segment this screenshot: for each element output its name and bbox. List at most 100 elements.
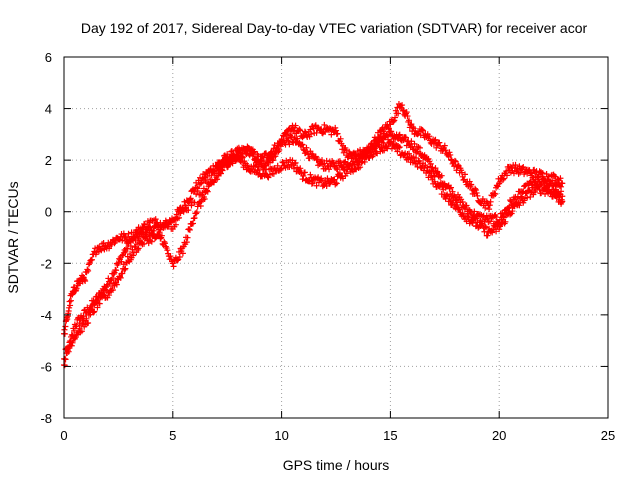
data-point xyxy=(88,256,95,263)
y-tick-label: 6 xyxy=(45,50,52,65)
data-point xyxy=(447,151,454,158)
data-point xyxy=(203,173,210,180)
data-point xyxy=(527,193,534,200)
data-point xyxy=(396,131,403,138)
data-point xyxy=(141,240,148,247)
data-point xyxy=(174,257,181,264)
data-point xyxy=(509,208,516,215)
data-point xyxy=(441,142,448,149)
data-point xyxy=(274,142,281,149)
data-point xyxy=(486,206,493,213)
data-point xyxy=(419,126,426,133)
data-point xyxy=(148,238,155,245)
data-point xyxy=(250,149,257,156)
data-point xyxy=(125,230,132,237)
data-point xyxy=(62,323,69,330)
data-point xyxy=(150,227,157,234)
data-point xyxy=(547,190,554,197)
data-point xyxy=(323,157,330,164)
data-point xyxy=(300,173,307,180)
data-point xyxy=(228,159,235,166)
data-point xyxy=(550,183,557,190)
data-point xyxy=(432,165,439,172)
data-point xyxy=(331,176,338,183)
data-point xyxy=(404,113,411,120)
data-point xyxy=(188,202,195,209)
data-point xyxy=(80,274,87,281)
data-point xyxy=(426,133,433,140)
data-point xyxy=(287,130,294,137)
x-tick-label: 5 xyxy=(169,428,176,443)
data-point xyxy=(449,188,456,195)
data-point xyxy=(279,140,286,147)
data-point xyxy=(385,125,392,132)
data-point xyxy=(342,158,349,165)
data-point xyxy=(373,138,380,145)
x-axis-title: GPS time / hours xyxy=(283,457,390,473)
data-point xyxy=(123,234,130,241)
data-point xyxy=(183,239,190,246)
data-point xyxy=(124,245,131,252)
data-point xyxy=(152,216,159,223)
data-point xyxy=(430,173,437,180)
data-point xyxy=(197,180,204,187)
data-point xyxy=(73,322,80,329)
y-tick-label: -2 xyxy=(40,256,52,271)
data-point xyxy=(303,144,310,151)
data-point xyxy=(135,245,142,252)
data-point xyxy=(193,184,200,191)
data-point xyxy=(130,252,137,259)
data-point xyxy=(462,171,469,178)
data-point xyxy=(450,197,457,204)
data-point xyxy=(436,139,443,146)
data-point xyxy=(519,164,526,171)
data-point xyxy=(127,242,134,249)
data-point xyxy=(423,164,430,171)
data-point xyxy=(283,131,290,138)
data-point xyxy=(111,240,118,247)
data-point xyxy=(486,218,493,225)
data-point xyxy=(187,195,194,202)
x-tick-label: 20 xyxy=(492,428,506,443)
data-point xyxy=(300,146,307,153)
data-point xyxy=(406,150,413,157)
data-point xyxy=(346,162,353,169)
data-point xyxy=(496,226,503,233)
data-point xyxy=(292,159,299,166)
data-point xyxy=(162,240,169,247)
data-point xyxy=(408,138,415,145)
data-point xyxy=(399,107,406,114)
x-tick-label: 15 xyxy=(383,428,397,443)
data-point xyxy=(500,175,507,182)
data-point xyxy=(394,148,401,155)
data-point xyxy=(406,117,413,124)
data-point xyxy=(263,150,270,157)
tick-layer: 0 5 10 15 20 25 -8 -6 -4 -2 0 2 4 6 xyxy=(40,50,615,443)
data-point xyxy=(400,107,407,114)
data-point xyxy=(539,170,546,177)
data-point xyxy=(297,165,304,172)
data-point xyxy=(186,226,193,233)
data-point xyxy=(505,205,512,212)
data-point xyxy=(180,208,187,215)
data-series xyxy=(61,138,566,362)
data-point xyxy=(434,168,441,175)
data-point xyxy=(184,234,191,241)
data-point xyxy=(321,121,328,128)
data-point xyxy=(193,209,200,216)
data-point xyxy=(545,173,552,180)
data-point xyxy=(299,176,306,183)
data-point xyxy=(157,219,164,226)
data-point xyxy=(364,149,371,156)
data-point xyxy=(85,261,92,268)
data-point xyxy=(427,160,434,167)
data-point xyxy=(294,135,301,142)
data-point xyxy=(395,110,402,117)
data-point xyxy=(448,184,455,191)
data-layer xyxy=(61,100,566,369)
data-point xyxy=(170,263,177,270)
data-point xyxy=(190,220,197,227)
y-tick-label: 4 xyxy=(45,102,52,117)
data-point xyxy=(472,215,479,222)
data-point xyxy=(559,193,566,200)
